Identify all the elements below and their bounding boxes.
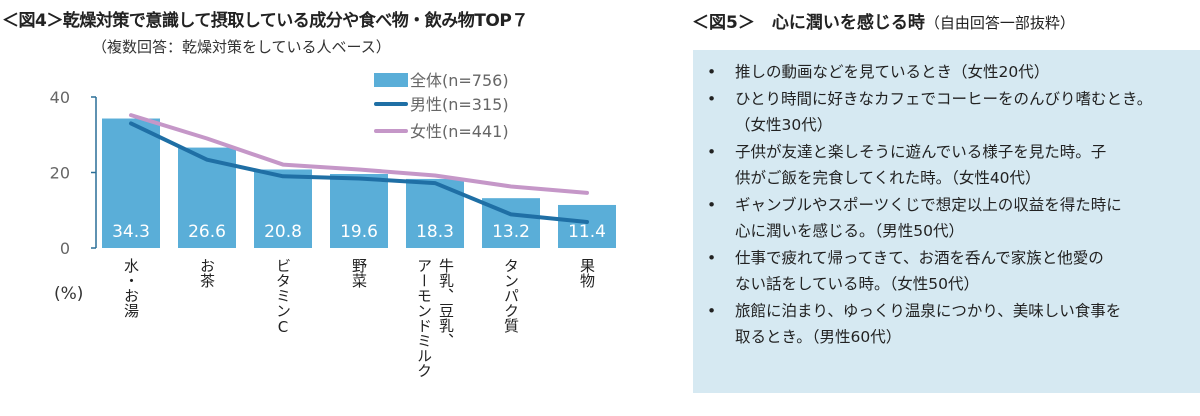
y-axis-unit: (%) xyxy=(54,284,84,304)
x-tick-label: 牛乳、豆乳、 アーモンドミルク xyxy=(415,258,455,378)
bar-data-label: 20.8 xyxy=(264,222,302,242)
comment-item: 子供が友達と楽しそうに遊んでいる様子を見た時。子 供がご飯を完食してくれた時。（… xyxy=(707,139,1190,192)
legend-label: 全体(n=756) xyxy=(410,71,509,90)
x-tick-label: お茶 xyxy=(198,258,216,288)
bar xyxy=(102,118,160,248)
y-tick-label: 0 xyxy=(60,239,70,258)
bar xyxy=(254,169,312,248)
legend-label: 男性(n=315) xyxy=(410,95,509,114)
bar xyxy=(558,204,616,248)
female-line xyxy=(129,113,589,195)
fig5-title-text: ＜図5＞ 心に潤いを感じる時 xyxy=(692,13,925,33)
legend-label: 女性(n=441) xyxy=(410,122,509,141)
fig4-subtitle: （複数回答：乾燥対策をしている人ベース） xyxy=(92,38,391,56)
y-tick-label: 20 xyxy=(50,164,70,183)
male-line xyxy=(129,121,589,224)
comment-item: 旅館に泊まり、ゆっくり温泉につかり、美味しい食事を 取るとき。（男性60代） xyxy=(707,298,1190,351)
bar-data-label: 11.4 xyxy=(568,222,606,242)
comment-item: ギャンブルやスポーツくじで想定以上の収益を得た時に 心に潤いを感じる。（男性50… xyxy=(707,192,1190,245)
x-tick-label: ビタミンC xyxy=(274,258,292,336)
bar xyxy=(330,174,388,248)
comment-item: 仕事で疲れて帰ってきて、お酒を呑んで家族と他愛の ない話をしている時。（女性50… xyxy=(707,245,1190,298)
fig4-title: ＜図4＞乾燥対策で意識して摂取している成分や食べ物・飲み物TOP７ xyxy=(2,11,528,31)
bar-data-label: 13.2 xyxy=(492,222,530,242)
x-tick-label: 果物 xyxy=(578,258,596,288)
bar-data-label: 26.6 xyxy=(188,222,226,242)
x-tick-label: 野菜 xyxy=(350,258,368,288)
fig5-note: （自由回答一部抜粋） xyxy=(924,14,1075,32)
legend-swatch-all xyxy=(374,73,408,87)
comments-panel: 推しの動画などを見ているとき（女性20代） ひとり時間に好きなカフェでコーヒーを… xyxy=(693,50,1200,393)
bar-data-label: 18.3 xyxy=(416,222,454,242)
x-tick-label: 水・お湯 xyxy=(122,258,140,318)
bar-data-label: 19.6 xyxy=(340,222,378,242)
comment-item: 推しの動画などを見ているとき（女性20代） xyxy=(707,59,1190,86)
bar-data-label: 34.3 xyxy=(112,222,150,242)
fig5-title: ＜図5＞ 心に潤いを感じる時（自由回答一部抜粋） xyxy=(692,8,1075,33)
y-tick-label: 40 xyxy=(50,88,70,107)
x-tick-label: タンパク質 xyxy=(502,258,520,333)
comment-item: ひとり時間に好きなカフェでコーヒーをのんびり嗜むとき。 （女性30代） xyxy=(707,86,1190,139)
bar-line-chart: 0 20 40 34.3 26.6 20.8 19.6 18.3 13.2 11.4 全体(n=75… xyxy=(50,71,616,258)
